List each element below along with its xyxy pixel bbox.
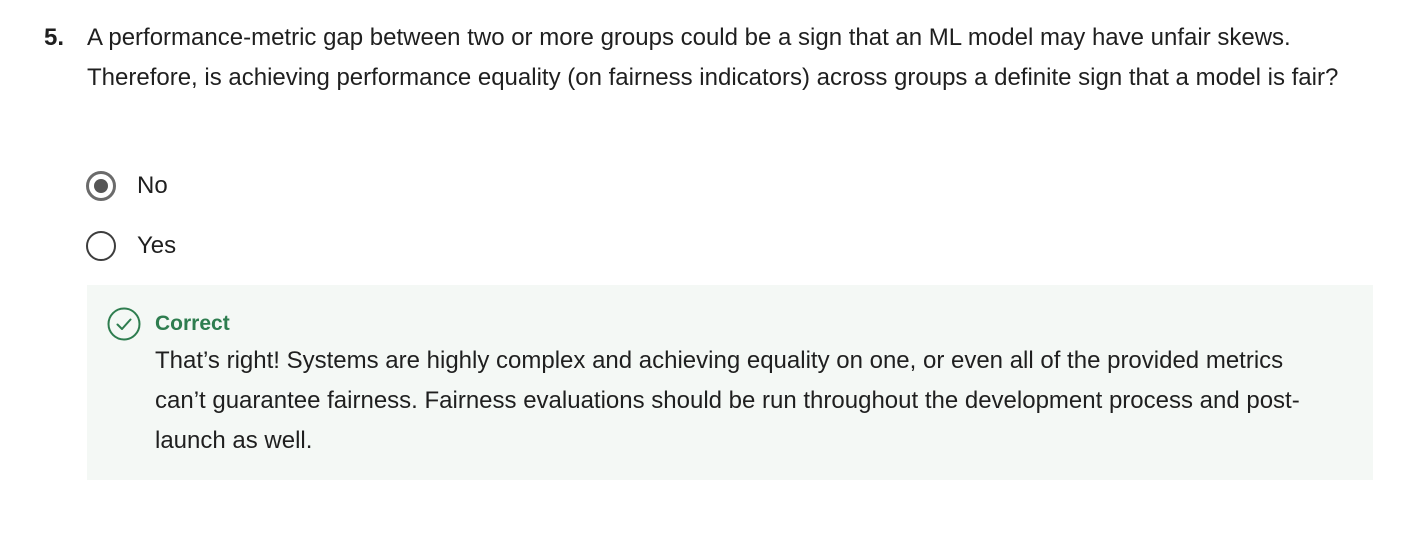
- option-yes[interactable]: Yes: [86, 226, 176, 266]
- radio-button-selected[interactable]: [86, 171, 116, 201]
- option-label-yes: Yes: [137, 232, 177, 259]
- feedback-text: That’s right! Systems are highly complex…: [155, 347, 1300, 454]
- option-no[interactable]: No: [86, 166, 176, 206]
- question: 5. A performance-metric gap between two …: [44, 18, 1384, 98]
- radio-button[interactable]: [86, 231, 116, 261]
- answer-options: No Yes: [86, 166, 176, 286]
- question-text: A performance-metric gap between two or …: [87, 24, 1339, 91]
- question-number: 5.: [44, 24, 65, 51]
- check-circle-icon: [107, 307, 141, 341]
- feedback-panel: Correct That’s right! Systems are highly…: [87, 285, 1373, 480]
- feedback-status: Correct: [155, 312, 230, 335]
- option-label-no: No: [137, 172, 168, 199]
